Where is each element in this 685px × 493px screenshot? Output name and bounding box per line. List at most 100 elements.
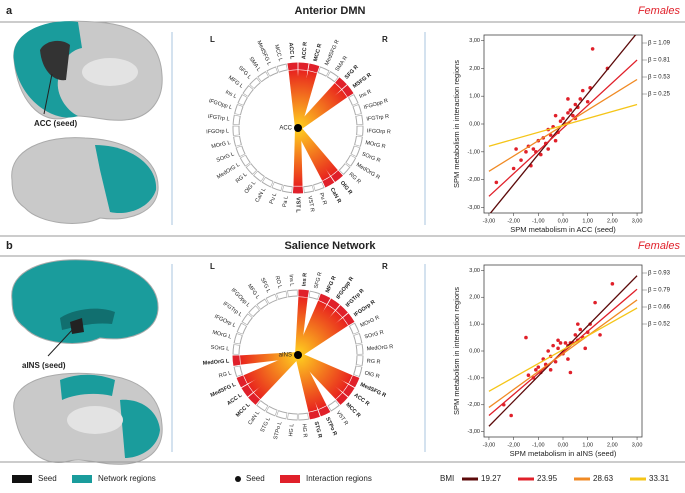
- y-tick-label: -2,00: [467, 177, 480, 183]
- y-tick-label: 3,00: [469, 268, 480, 274]
- y-axis-label: SPM metabolism in interaction regions: [452, 60, 461, 188]
- point: [556, 346, 560, 351]
- y-tick-label: 2,00: [469, 295, 480, 301]
- beta-label: β = 0.81: [648, 58, 671, 64]
- interaction-region: [327, 298, 340, 310]
- legend-label: Seed: [38, 474, 57, 483]
- region-label: HG L: [288, 424, 295, 437]
- y-tick-label: 0,00: [469, 121, 480, 127]
- region-label: Pu L: [269, 192, 278, 205]
- point: [563, 341, 568, 345]
- point: [511, 166, 516, 171]
- region-segment-inner: [276, 291, 287, 299]
- interaction-region: [343, 313, 355, 326]
- point: [556, 338, 560, 343]
- point: [509, 413, 513, 418]
- region-label: IFGOrp L: [206, 128, 229, 135]
- group-label: Females: [638, 240, 681, 252]
- region-segment-inner: [277, 64, 287, 72]
- region-segment-inner: [258, 72, 269, 82]
- point: [546, 147, 550, 151]
- region-segment-inner: [242, 314, 252, 325]
- legend-label: 28.63: [593, 474, 614, 483]
- interaction-region: [343, 384, 355, 397]
- interaction-region: [322, 176, 335, 188]
- region-segment-inner: [238, 95, 247, 105]
- region-label: MCC L: [273, 44, 283, 62]
- y-tick-label: -2,00: [467, 402, 480, 408]
- interaction-arrow: [296, 89, 348, 131]
- seed-center-label: ACC: [279, 126, 292, 132]
- interaction-region: [318, 405, 331, 417]
- point: [526, 373, 531, 377]
- region-segment-inner: [257, 299, 268, 309]
- side-label: R: [382, 35, 388, 44]
- interaction-region: [318, 293, 331, 305]
- point: [568, 108, 573, 112]
- seed-dot: [294, 124, 302, 132]
- fit-line: [489, 35, 637, 213]
- pointer: [47, 327, 75, 357]
- point: [578, 97, 583, 101]
- y-tick-label: -1,00: [467, 375, 480, 381]
- point: [553, 113, 558, 118]
- point: [593, 300, 597, 305]
- point: [519, 158, 523, 162]
- side-label: L: [210, 262, 215, 271]
- point: [558, 341, 563, 345]
- y-axis-label: SPM metabolism in interaction regions: [452, 287, 461, 415]
- region-segment-inner: [346, 155, 356, 166]
- legend-swatch: [72, 475, 92, 483]
- y-tick-label: -3,00: [467, 205, 480, 211]
- point: [576, 322, 580, 326]
- region-label: Ins L: [288, 274, 295, 286]
- point: [551, 343, 555, 348]
- interaction-arrow: [295, 354, 318, 413]
- region-label: Pa L: [282, 196, 290, 208]
- scatter-points: [488, 35, 638, 213]
- interaction-region: [298, 62, 309, 71]
- x-tick-label: 3,00: [632, 442, 643, 448]
- region-segment-inner: [356, 355, 363, 366]
- point: [548, 368, 553, 372]
- legend-label: Network regions: [98, 474, 156, 483]
- region-segment-inner: [282, 185, 292, 193]
- x-tick-label: -3,00: [483, 218, 496, 224]
- region-segment-inner: [234, 366, 242, 377]
- x-tick-label: 0,00: [558, 218, 569, 224]
- beta-label: β = 0.66: [648, 305, 671, 311]
- region-segment-inner: [349, 95, 358, 105]
- region-label: ACC L: [287, 42, 294, 60]
- region-segment-inner: [298, 413, 309, 420]
- x-tick-label: -3,00: [483, 442, 496, 448]
- point: [494, 180, 499, 185]
- interaction-region: [335, 305, 348, 318]
- pointer: [43, 73, 53, 115]
- group-label: Females: [638, 5, 681, 17]
- region-segment-inner: [234, 136, 241, 146]
- region-label: RO L: [273, 275, 282, 289]
- point: [571, 113, 575, 118]
- region-label: IFGTrp R: [366, 114, 389, 123]
- region-segment-inner: [327, 72, 338, 82]
- region-segment-inner: [313, 182, 324, 191]
- region-segment-inner: [287, 290, 298, 297]
- interaction-region: [331, 170, 343, 183]
- x-tick-label: -1,00: [532, 218, 545, 224]
- beta-label: β = 1.09: [648, 41, 671, 47]
- interaction-region: [335, 392, 348, 405]
- point: [514, 147, 518, 151]
- region-label: MCC R: [313, 43, 323, 62]
- legend-swatch: [235, 476, 241, 482]
- interaction-region: [232, 355, 241, 366]
- region-label: OlG R: [364, 370, 380, 380]
- seed-center-label: aINS: [279, 353, 292, 359]
- brain-lateral: [11, 259, 159, 344]
- interaction-region: [335, 77, 347, 90]
- brain-lateral: [11, 137, 159, 224]
- legend-label: 33.31: [649, 474, 670, 483]
- point: [568, 370, 573, 375]
- point: [536, 365, 541, 369]
- beta-label: β = 0.53: [648, 75, 671, 81]
- region-label: SOrG L: [210, 345, 229, 353]
